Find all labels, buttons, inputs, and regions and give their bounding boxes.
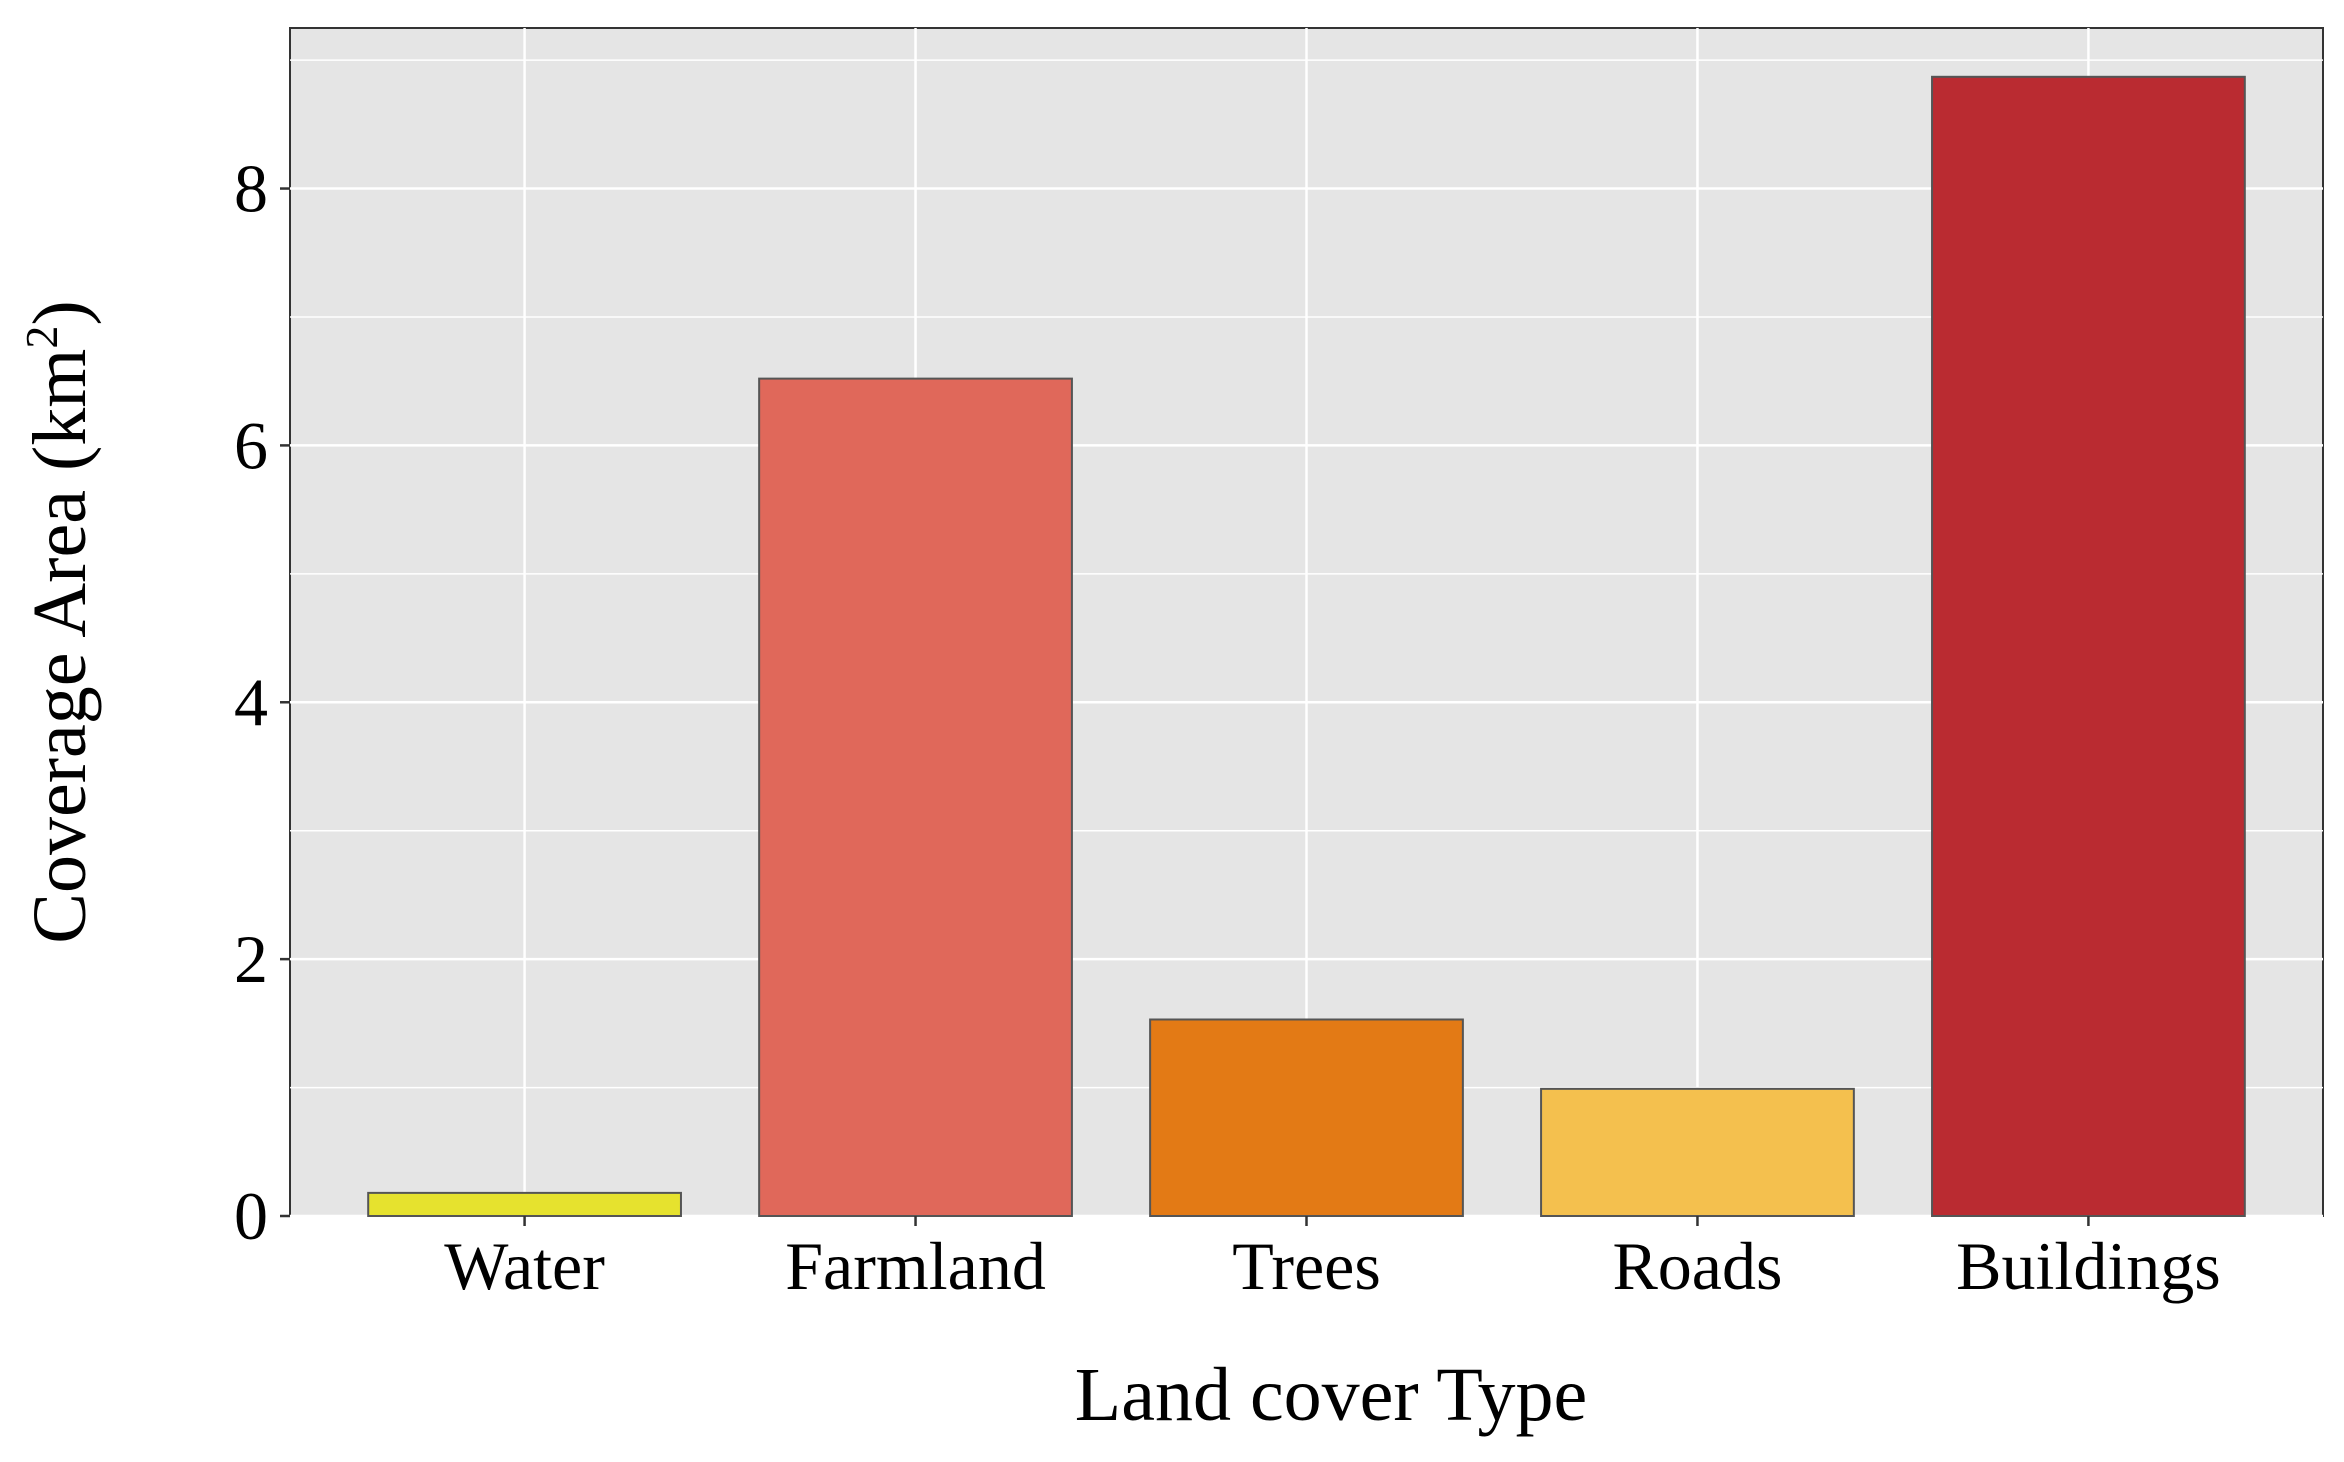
y-axis-title-main: Coverage Area (km — [18, 349, 102, 944]
y-axis-title: Coverage Area (km2) — [16, 300, 102, 943]
y-tick-label: 2 — [234, 921, 268, 997]
y-tick-label: 8 — [234, 151, 268, 227]
y-axis-title-superscript: 2 — [16, 326, 67, 349]
y-tick-label: 0 — [234, 1178, 268, 1254]
x-tick-label: Roads — [1612, 1228, 1782, 1304]
bar-farmland — [758, 377, 1073, 1217]
y-axis-title-suffix: ) — [18, 300, 102, 325]
x-tick-label: Trees — [1232, 1228, 1381, 1304]
x-tick-label: Water — [444, 1228, 605, 1304]
bars — [367, 75, 2246, 1218]
bar-trees — [1149, 1018, 1464, 1217]
bar-roads — [1540, 1087, 1855, 1218]
y-tick-label: 6 — [234, 407, 268, 483]
x-tick-label: Farmland — [785, 1228, 1046, 1304]
bar-buildings — [1931, 75, 2246, 1217]
y-tick-label: 4 — [234, 664, 268, 740]
axes: 0 2 4 6 8 Water Farmland Trees Roads Buildings — [234, 151, 2221, 1304]
bar-water — [367, 1191, 682, 1218]
x-tick-label: Buildings — [1956, 1228, 2221, 1304]
x-axis-title: Land cover Type — [1075, 1353, 1587, 1437]
